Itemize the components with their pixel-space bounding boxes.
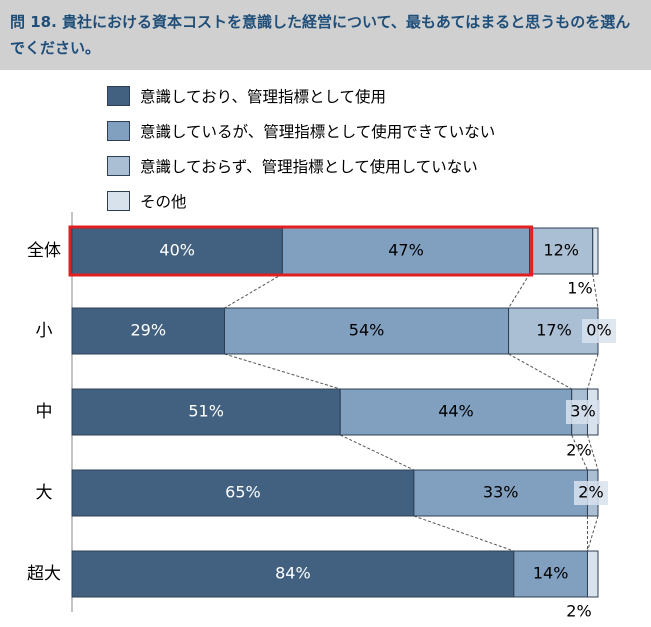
legend-label: 意識しており、管理指標として使用 xyxy=(140,88,386,106)
data-label: 54% xyxy=(349,321,385,340)
legend-item: 意識しており、管理指標として使用 xyxy=(107,84,495,108)
category-label: 小 xyxy=(36,321,53,341)
data-label: 1% xyxy=(567,279,592,298)
connector-line xyxy=(340,434,415,471)
connector-line xyxy=(587,434,599,471)
data-label: 29% xyxy=(130,321,166,340)
data-label: 40% xyxy=(159,241,195,260)
bar-segment xyxy=(71,227,283,275)
question-title: 問 18. 貴社における資本コストを意識した経営について、最もあてはまると思うも… xyxy=(10,13,631,57)
chart-legend: 意識しており、管理指標として使用意識しているが、管理指標として使用できていない意… xyxy=(107,84,495,224)
connector-line xyxy=(508,353,572,390)
data-label: 3% xyxy=(570,402,595,421)
bar-segment xyxy=(413,469,588,517)
connector-line xyxy=(587,515,599,552)
connector-line xyxy=(592,273,599,309)
data-label: 2% xyxy=(566,441,591,460)
bar-segment xyxy=(71,469,415,517)
data-label-box xyxy=(582,319,616,343)
category-label: 全体 xyxy=(27,241,61,261)
bar-segment xyxy=(71,550,515,598)
category-label: 大 xyxy=(36,483,53,503)
connector-line xyxy=(571,434,588,471)
legend-swatch xyxy=(107,86,130,106)
data-label: 84% xyxy=(275,564,311,583)
data-label-box xyxy=(566,400,600,424)
data-label: 12% xyxy=(543,241,579,260)
data-label: 14% xyxy=(533,564,569,583)
legend-label: 意識しているが、管理指標として使用できていない xyxy=(140,123,496,141)
bar-segment xyxy=(71,388,341,436)
data-label-box xyxy=(574,481,608,505)
data-label: 2% xyxy=(578,483,603,502)
connector-line xyxy=(224,353,341,390)
bar-segment xyxy=(224,307,510,355)
data-label: 65% xyxy=(225,483,261,502)
bar-segment xyxy=(339,388,573,436)
data-label: 17% xyxy=(536,321,572,340)
connector-line xyxy=(508,273,531,309)
legend-item: その他 xyxy=(107,189,495,213)
bar-segment xyxy=(592,227,599,275)
bar-segment xyxy=(71,307,226,355)
legend-item: 意識しておらず、管理指標として使用していない xyxy=(107,154,495,178)
data-label: 2% xyxy=(566,602,591,621)
data-label: 44% xyxy=(438,402,474,421)
connector-line xyxy=(587,353,599,390)
legend-swatch xyxy=(107,121,130,141)
bar-segment xyxy=(586,550,599,598)
data-label: 47% xyxy=(388,241,424,260)
legend-swatch xyxy=(107,191,130,211)
highlight-box xyxy=(68,225,534,277)
category-label: 中 xyxy=(36,402,53,422)
connector-line xyxy=(224,273,283,309)
legend-swatch xyxy=(107,156,130,176)
legend-label: 意識しておらず、管理指標として使用していない xyxy=(140,158,478,176)
data-label: 51% xyxy=(188,402,224,421)
category-label: 超大 xyxy=(27,564,61,584)
bar-segment xyxy=(513,550,588,598)
connector-line xyxy=(413,515,515,552)
data-label: 0% xyxy=(586,321,611,340)
question-header: 問 18. 貴社における資本コストを意識した経営について、最もあてはまると思うも… xyxy=(0,0,651,70)
bar-segment xyxy=(529,227,594,275)
legend-item: 意識しているが、管理指標として使用できていない xyxy=(107,119,495,143)
data-label: 33% xyxy=(483,483,519,502)
legend-label: その他 xyxy=(140,193,187,211)
